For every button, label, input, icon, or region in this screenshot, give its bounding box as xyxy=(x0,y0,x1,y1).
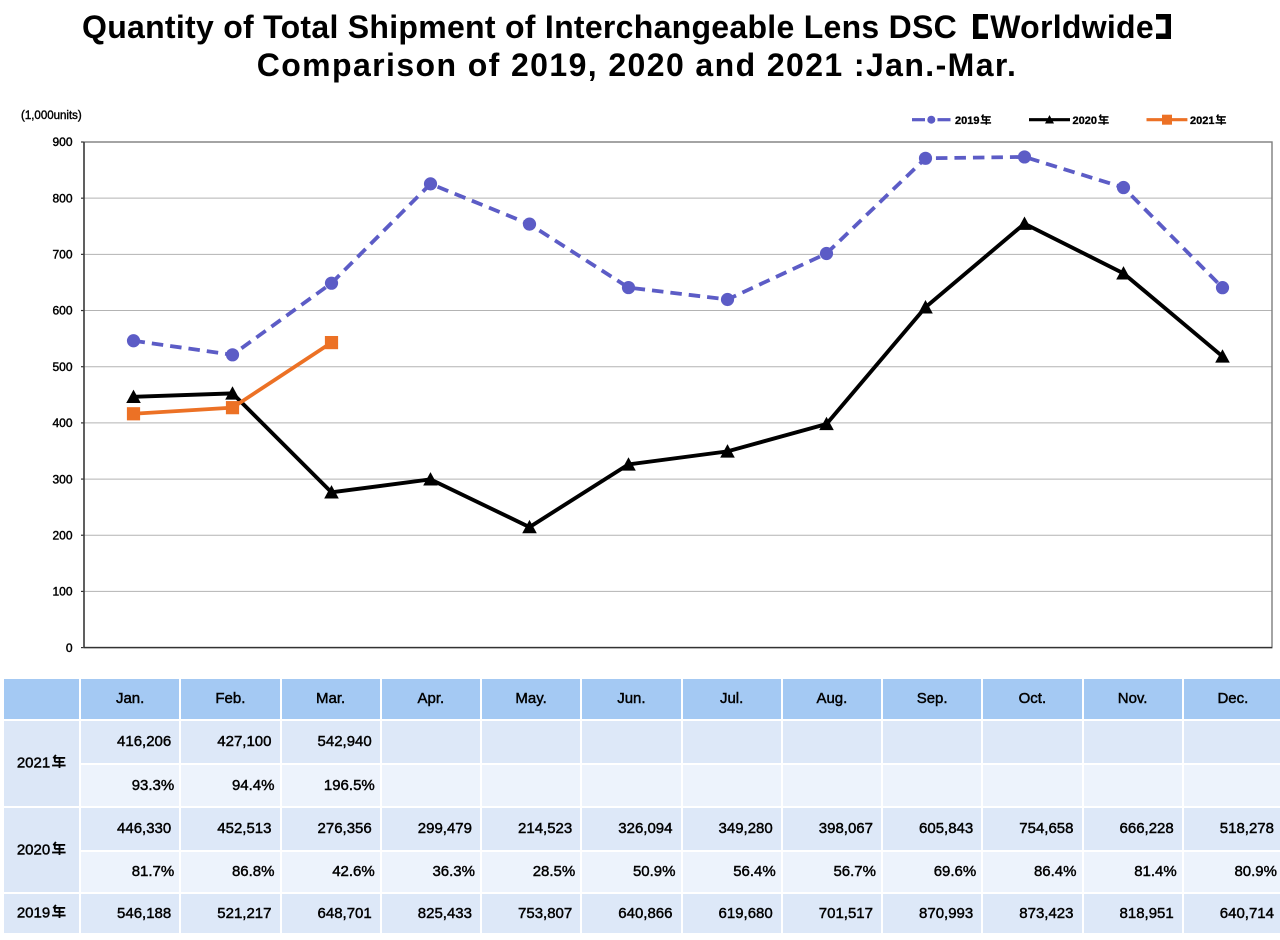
svg-text:600: 600 xyxy=(52,304,72,318)
svg-text:400: 400 xyxy=(52,416,72,430)
svg-text:100: 100 xyxy=(52,585,72,599)
svg-text:200: 200 xyxy=(52,528,72,542)
svg-text:500: 500 xyxy=(52,360,72,374)
svg-text:300: 300 xyxy=(52,472,72,486)
svg-text:700: 700 xyxy=(52,248,72,262)
svg-text:2019: 2019 xyxy=(955,115,979,127)
svg-text:2020: 2020 xyxy=(1073,115,1097,127)
svg-text:2021: 2021 xyxy=(1190,115,1214,127)
svg-text:900: 900 xyxy=(52,135,72,149)
svg-text:0: 0 xyxy=(66,641,73,655)
svg-text:800: 800 xyxy=(52,191,72,205)
